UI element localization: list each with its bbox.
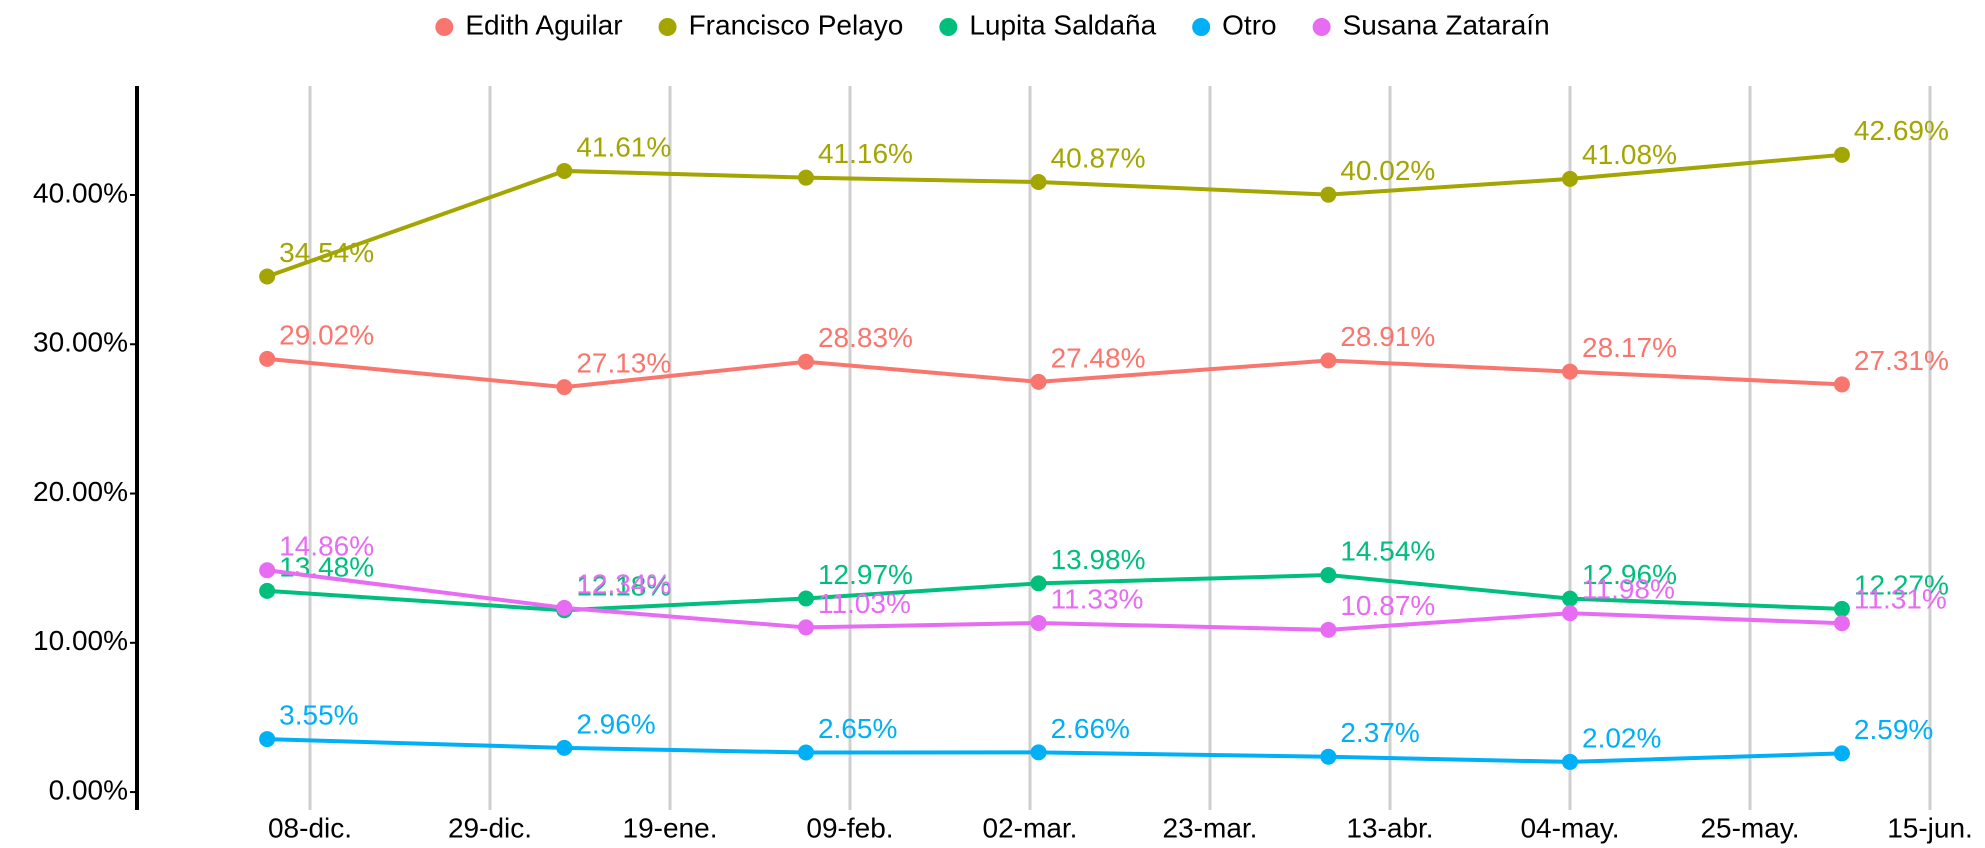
x-tick-label: 23-mar. <box>1163 812 1258 843</box>
data-point <box>797 169 814 186</box>
data-point <box>556 599 573 616</box>
data-point <box>797 590 814 607</box>
y-tick-label: 20.00% <box>33 476 128 507</box>
data-label: 12.34% <box>576 568 671 599</box>
legend: Edith Aguilar Francisco Pelayo Lupita Sald… <box>435 9 1550 40</box>
y-tick-label: 30.00% <box>33 327 128 358</box>
x-tick-label: 13-abr. <box>1346 812 1433 843</box>
data-point <box>1320 621 1337 638</box>
data-label: 40.02% <box>1340 155 1435 186</box>
data-point <box>259 268 276 285</box>
legend-label: Susana Zataraín <box>1343 9 1550 40</box>
data-label: 11.98% <box>1582 574 1675 605</box>
data-label: 13.98% <box>1051 544 1146 575</box>
data-label: 2.66% <box>1051 713 1130 744</box>
data-point <box>1030 373 1047 390</box>
data-label: 27.13% <box>576 347 671 378</box>
data-point <box>1320 352 1337 369</box>
data-point <box>1833 600 1850 617</box>
x-tick-label: 02-mar. <box>983 812 1078 843</box>
data-label: 12.27% <box>1854 569 1949 600</box>
data-point <box>556 739 573 756</box>
data-label: 28.17% <box>1582 332 1677 363</box>
data-point <box>1320 567 1337 584</box>
data-label: 12.96% <box>1582 559 1677 590</box>
x-tick-label: 08-dic. <box>268 812 352 843</box>
legend-swatch <box>1312 18 1331 36</box>
data-label: 2.37% <box>1340 717 1419 748</box>
data-point <box>1320 186 1337 203</box>
data-point <box>1833 146 1850 163</box>
data-point <box>1562 605 1578 622</box>
data-label: 12.97% <box>818 559 913 590</box>
data-label: 2.59% <box>1854 714 1933 745</box>
data-point <box>1030 744 1047 761</box>
data-label: 28.91% <box>1340 321 1435 352</box>
data-point <box>259 562 276 579</box>
data-point <box>259 731 276 748</box>
legend-swatch <box>658 18 677 36</box>
x-tick-label: 19-ene. <box>623 812 718 843</box>
data-point <box>797 619 814 636</box>
data-point <box>1833 615 1850 632</box>
data-point <box>1030 575 1047 592</box>
data-label: 27.31% <box>1854 345 1949 376</box>
data-label: 2.02% <box>1582 722 1661 753</box>
data-point <box>1562 590 1578 607</box>
data-point <box>1562 170 1578 187</box>
data-label: 2.96% <box>576 708 655 739</box>
data-point <box>797 353 814 370</box>
data-point <box>1833 745 1850 762</box>
data-label: 34.54% <box>279 237 374 268</box>
data-label: 29.02% <box>279 319 374 350</box>
legend-swatch <box>1192 18 1211 36</box>
data-label: 10.87% <box>1340 590 1435 621</box>
data-point <box>797 744 814 761</box>
data-point <box>1833 376 1850 393</box>
data-label: 14.54% <box>1340 535 1435 566</box>
x-tick-label: 15-jun. <box>1887 812 1973 843</box>
data-point <box>1320 748 1337 765</box>
data-point <box>1030 173 1047 190</box>
data-point <box>556 379 573 396</box>
y-tick-label: 40.00% <box>33 177 128 208</box>
data-label: 2.65% <box>818 713 897 744</box>
data-label: 40.87% <box>1051 142 1146 173</box>
y-tick-label: 0.00% <box>49 774 128 805</box>
data-label: 11.31% <box>1854 584 1947 615</box>
x-tick-label: 09-feb. <box>806 812 893 843</box>
legend-label: Edith Aguilar <box>465 9 622 40</box>
data-point <box>259 582 276 599</box>
grid <box>308 86 1932 810</box>
data-label: 28.83% <box>818 322 913 353</box>
data-label: 11.03% <box>818 588 911 619</box>
data-label: 14.86% <box>279 531 374 562</box>
data-label: 3.55% <box>279 699 358 730</box>
data-label: 41.61% <box>576 131 671 162</box>
legend-label: Francisco Pelayo <box>689 9 904 40</box>
legend-swatch <box>939 18 958 36</box>
y-tick-label: 10.00% <box>33 625 128 656</box>
legend-swatch <box>435 18 454 36</box>
data-label: 27.48% <box>1051 342 1146 373</box>
data-point <box>1562 363 1578 380</box>
data-label: 41.08% <box>1582 139 1677 170</box>
data-label: 11.33% <box>1051 583 1144 614</box>
x-tick-label: 04-may. <box>1520 812 1619 843</box>
data-point <box>1562 753 1578 770</box>
data-point <box>259 350 276 367</box>
legend-label: Lupita Saldaña <box>969 9 1156 40</box>
x-tick-label: 25-may. <box>1700 812 1799 843</box>
data-label: 42.69% <box>1854 115 1949 146</box>
data-point <box>556 162 573 179</box>
data-label: 12.18% <box>576 571 671 602</box>
data-point <box>1030 614 1047 631</box>
x-tick-label: 29-dic. <box>448 812 532 843</box>
data-label: 41.16% <box>818 138 913 169</box>
legend-label: Otro <box>1222 9 1276 40</box>
